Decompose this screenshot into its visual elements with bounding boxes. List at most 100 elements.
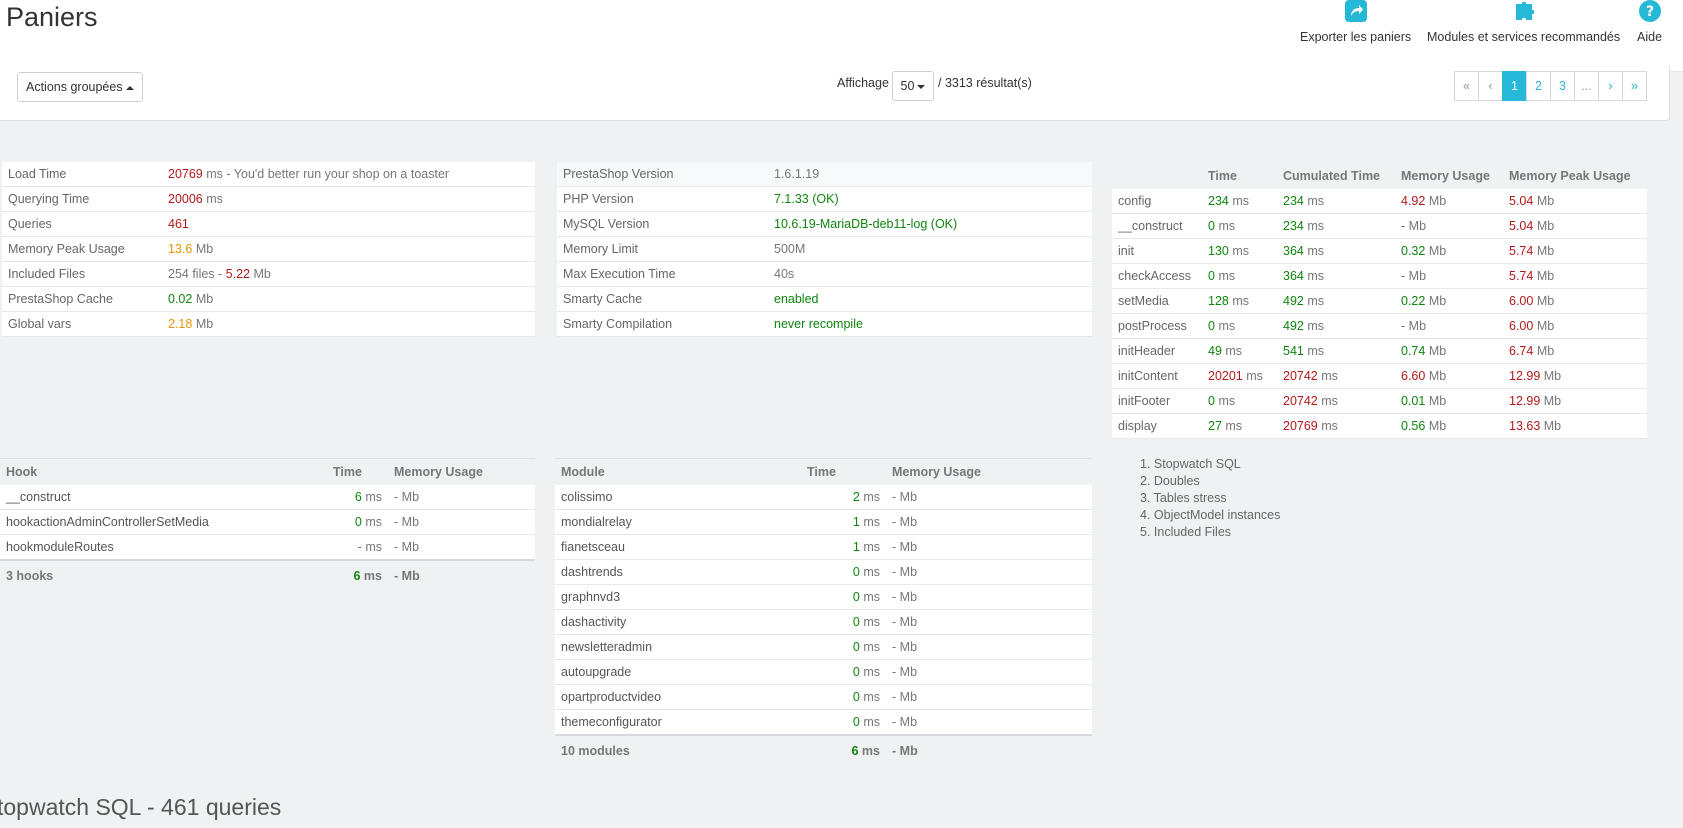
section-link[interactable]: 5. Included Files bbox=[1140, 525, 1232, 539]
display-label: Affichage bbox=[837, 76, 889, 90]
controller-profile-table: Time Cumulated Time Memory Usage Memory Pea… bbox=[1112, 163, 1647, 439]
cell-unit: ms bbox=[1307, 194, 1325, 208]
cell-unit: Mb bbox=[899, 744, 918, 758]
table-row: Smarty Compilation never recompile bbox=[557, 311, 1092, 337]
recommended-modules-button[interactable]: Modules et services recommandés bbox=[1427, 0, 1620, 44]
profile-memory-usage: 0.22 Mb bbox=[1395, 289, 1503, 314]
config-value: enabled bbox=[774, 292, 819, 306]
first-page-button[interactable]: « bbox=[1454, 71, 1479, 101]
profiler-sections-list: 1. Stopwatch SQL 2. Doubles 3. Tables stre… bbox=[1140, 456, 1280, 541]
profile-memory-usage: - Mb bbox=[1395, 214, 1503, 239]
next-page-button[interactable]: › bbox=[1598, 71, 1623, 101]
profile-memory-peak: 6.74 Mb bbox=[1503, 339, 1647, 364]
row-time: 0 ms bbox=[801, 635, 886, 660]
cell-unit: ms bbox=[1321, 419, 1338, 433]
cell-value: - bbox=[394, 515, 399, 529]
total-time: 6 ms bbox=[327, 559, 388, 591]
row-time: 2 ms bbox=[801, 485, 886, 510]
config-value: 10.6.19-MariaDB-deb11-log (OK) bbox=[774, 217, 958, 231]
cell-unit: Mb bbox=[899, 640, 918, 654]
section-link[interactable]: 3. Tables stress bbox=[1140, 491, 1227, 505]
row-time: 0 ms bbox=[801, 610, 886, 635]
cell-unit: Mb bbox=[1536, 344, 1555, 358]
last-page-button[interactable]: » bbox=[1622, 71, 1647, 101]
config-label: MySQL Version bbox=[563, 217, 650, 231]
cell-value: 49 bbox=[1208, 344, 1222, 358]
cell-unit: Mb bbox=[1428, 369, 1447, 383]
table-row: autoupgrade 0 ms - Mb bbox=[555, 659, 1092, 685]
page-3-button[interactable]: 3 bbox=[1550, 71, 1575, 101]
row-name: __construct bbox=[6, 490, 71, 504]
help-button[interactable]: ? Aide bbox=[1637, 0, 1662, 44]
cell-value: 0 bbox=[852, 690, 860, 704]
table-row: newsletteradmin 0 ms - Mb bbox=[555, 634, 1092, 660]
section-link[interactable]: 4. ObjectModel instances bbox=[1140, 508, 1281, 522]
page-2-button[interactable]: 2 bbox=[1526, 71, 1551, 101]
cell-value: 0 bbox=[1208, 269, 1215, 283]
row-name: mondialrelay bbox=[561, 515, 632, 529]
total-time: 6 ms bbox=[801, 734, 886, 766]
cell-unit: ms bbox=[365, 515, 382, 529]
profile-memory-usage: - Mb bbox=[1395, 314, 1503, 339]
cell-value: - bbox=[357, 540, 362, 554]
table-row: initContent 20201 ms 20742 ms 6.60 Mb 12.99 … bbox=[1112, 363, 1647, 389]
cell-unit: ms bbox=[1218, 269, 1236, 283]
profile-time: 234 ms bbox=[1202, 189, 1277, 214]
bulk-actions-button[interactable]: Actions groupées bbox=[17, 72, 143, 102]
global-vars-label: Global vars bbox=[8, 317, 72, 331]
modules-table: Module Time Memory Usage colissimo 2 ms - M… bbox=[555, 458, 1092, 766]
profile-memory-peak: 5.04 Mb bbox=[1503, 214, 1647, 239]
cell-value: 364 bbox=[1283, 269, 1304, 283]
row-name: dashtrends bbox=[561, 565, 623, 579]
cell-value: 128 bbox=[1208, 294, 1229, 308]
cell-value: 6.00 bbox=[1509, 319, 1534, 333]
page-ellipsis: ... bbox=[1574, 71, 1599, 101]
profile-step: postProcess bbox=[1118, 319, 1187, 333]
cell-value: - bbox=[892, 515, 897, 529]
column-header: Time bbox=[807, 465, 836, 479]
table-header-row: Hook Time Memory Usage bbox=[0, 458, 535, 486]
profile-time: 27 ms bbox=[1202, 414, 1277, 439]
cell-unit: Mb bbox=[1536, 219, 1555, 233]
table-row: hookmoduleRoutes - ms - Mb bbox=[0, 534, 535, 561]
table-header-row: Time Cumulated Time Memory Usage Memory Pea… bbox=[1112, 163, 1647, 189]
config-value: never recompile bbox=[774, 317, 863, 331]
row-name: hookmoduleRoutes bbox=[6, 540, 114, 554]
export-carts-button[interactable]: Exporter les paniers bbox=[1300, 0, 1411, 44]
column-header bbox=[1112, 163, 1202, 189]
cell-unit: Mb bbox=[899, 615, 918, 629]
queries-value: 461 bbox=[168, 217, 189, 231]
page-header: Paniers Exporter les paniers Modules et … bbox=[0, 0, 1683, 72]
cell-unit: Mb bbox=[899, 690, 918, 704]
row-time: 1 ms bbox=[801, 535, 886, 560]
cell-unit: Mb bbox=[1428, 344, 1447, 358]
profile-cumulated-time: 20769 ms bbox=[1277, 414, 1395, 439]
cell-unit: Mb bbox=[899, 590, 918, 604]
prev-page-button[interactable]: ‹ bbox=[1478, 71, 1503, 101]
cell-value: - bbox=[1401, 319, 1406, 333]
cell-value: 0 bbox=[852, 565, 860, 579]
cell-unit: ms bbox=[1246, 369, 1263, 383]
profile-step: initContent bbox=[1118, 369, 1178, 383]
cell-unit: Mb bbox=[899, 490, 918, 504]
per-page-select[interactable]: 50 bbox=[892, 71, 934, 101]
column-header: Memory Usage bbox=[892, 465, 981, 479]
table-row: Load Time 20769 ms - You'd better run yo… bbox=[2, 162, 535, 187]
cell-value: 0.22 bbox=[1401, 294, 1426, 308]
recommended-modules-label: Modules et services recommandés bbox=[1427, 30, 1621, 44]
row-memory: - Mb bbox=[886, 560, 1092, 585]
cell-unit: Mb bbox=[1428, 194, 1447, 208]
column-header: Module bbox=[561, 465, 605, 479]
section-link[interactable]: 2. Doubles bbox=[1140, 474, 1200, 488]
row-time: - ms bbox=[327, 535, 388, 561]
cell-value: 20201 bbox=[1208, 369, 1243, 383]
section-link[interactable]: 1. Stopwatch SQL bbox=[1140, 457, 1241, 471]
profile-time: 20201 ms bbox=[1202, 364, 1277, 389]
cell-value: - bbox=[1401, 269, 1406, 283]
profile-cumulated-time: 492 ms bbox=[1277, 289, 1395, 314]
profile-memory-peak: 6.00 Mb bbox=[1503, 314, 1647, 339]
cell-value: 5.74 bbox=[1509, 269, 1534, 283]
global-vars-value: 2.18 Mb bbox=[168, 317, 214, 331]
page-1-button[interactable]: 1 bbox=[1502, 71, 1527, 101]
row-name: hookactionAdminControllerSetMedia bbox=[6, 515, 209, 529]
